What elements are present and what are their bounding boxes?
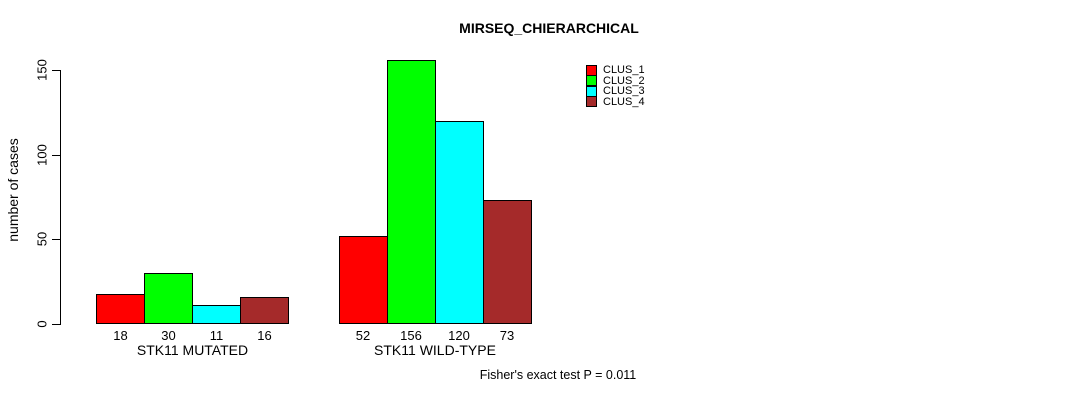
legend-item-label: CLUS_4: [603, 95, 645, 108]
y-tick: [52, 155, 60, 156]
bar-value-label: 52: [355, 328, 371, 343]
legend-swatch-clus_2: [586, 75, 597, 87]
bar-value-label: 18: [113, 328, 128, 343]
legend-item: CLUS_1: [586, 64, 645, 77]
y-tick-label: 100: [34, 144, 50, 166]
x-category-label: STK11 WILD-TYPE: [374, 342, 496, 358]
bar-clus_3-group2: [434, 121, 484, 324]
y-axis-line: [60, 70, 61, 325]
legend-item-label: CLUS_3: [603, 85, 645, 98]
y-axis-label: number of cases: [5, 138, 21, 242]
bar-value-label: 30: [161, 328, 176, 343]
y-tick-label: 0: [34, 320, 50, 328]
bar-clus_4-group1: [240, 297, 289, 324]
bar-clus_2-group1: [144, 273, 193, 324]
bar-value-label: 16: [257, 328, 272, 343]
bar-clus_1-group1: [96, 294, 145, 324]
annotation-text: Fisher's exact test P = 0.011: [479, 368, 637, 382]
x-category-label: STK11 MUTATED: [136, 342, 249, 358]
legend-swatch-clus_1: [586, 64, 597, 76]
y-tick-label: 150: [34, 59, 50, 81]
legend-swatch-clus_3: [586, 85, 597, 97]
y-tick: [52, 70, 60, 71]
legend-item-label: CLUS_2: [603, 74, 645, 87]
bar-clus_3-group1: [192, 305, 241, 324]
bar-value-label: 156: [400, 328, 422, 343]
chart-title: MIRSEQ_CHIERARCHICAL: [459, 20, 639, 36]
bar-value-label: 11: [209, 328, 224, 343]
y-tick-label: 50: [34, 231, 50, 247]
legend-item-label: CLUS_1: [603, 64, 645, 77]
bar-value-label: 73: [499, 328, 515, 343]
legend: CLUS_1 CLUS_2 CLUS_3 CLUS_4: [586, 64, 645, 108]
legend-item: CLUS_4: [586, 95, 645, 108]
bar-clus_4-group2: [482, 200, 532, 324]
bar-clus_1-group2: [338, 236, 388, 324]
y-tick: [52, 239, 60, 240]
bar-clus_2-group2: [386, 60, 436, 324]
legend-item: CLUS_3: [586, 85, 645, 98]
y-tick: [52, 324, 60, 325]
legend-swatch-clus_4: [586, 96, 597, 108]
bar-value-label: 120: [448, 328, 470, 343]
